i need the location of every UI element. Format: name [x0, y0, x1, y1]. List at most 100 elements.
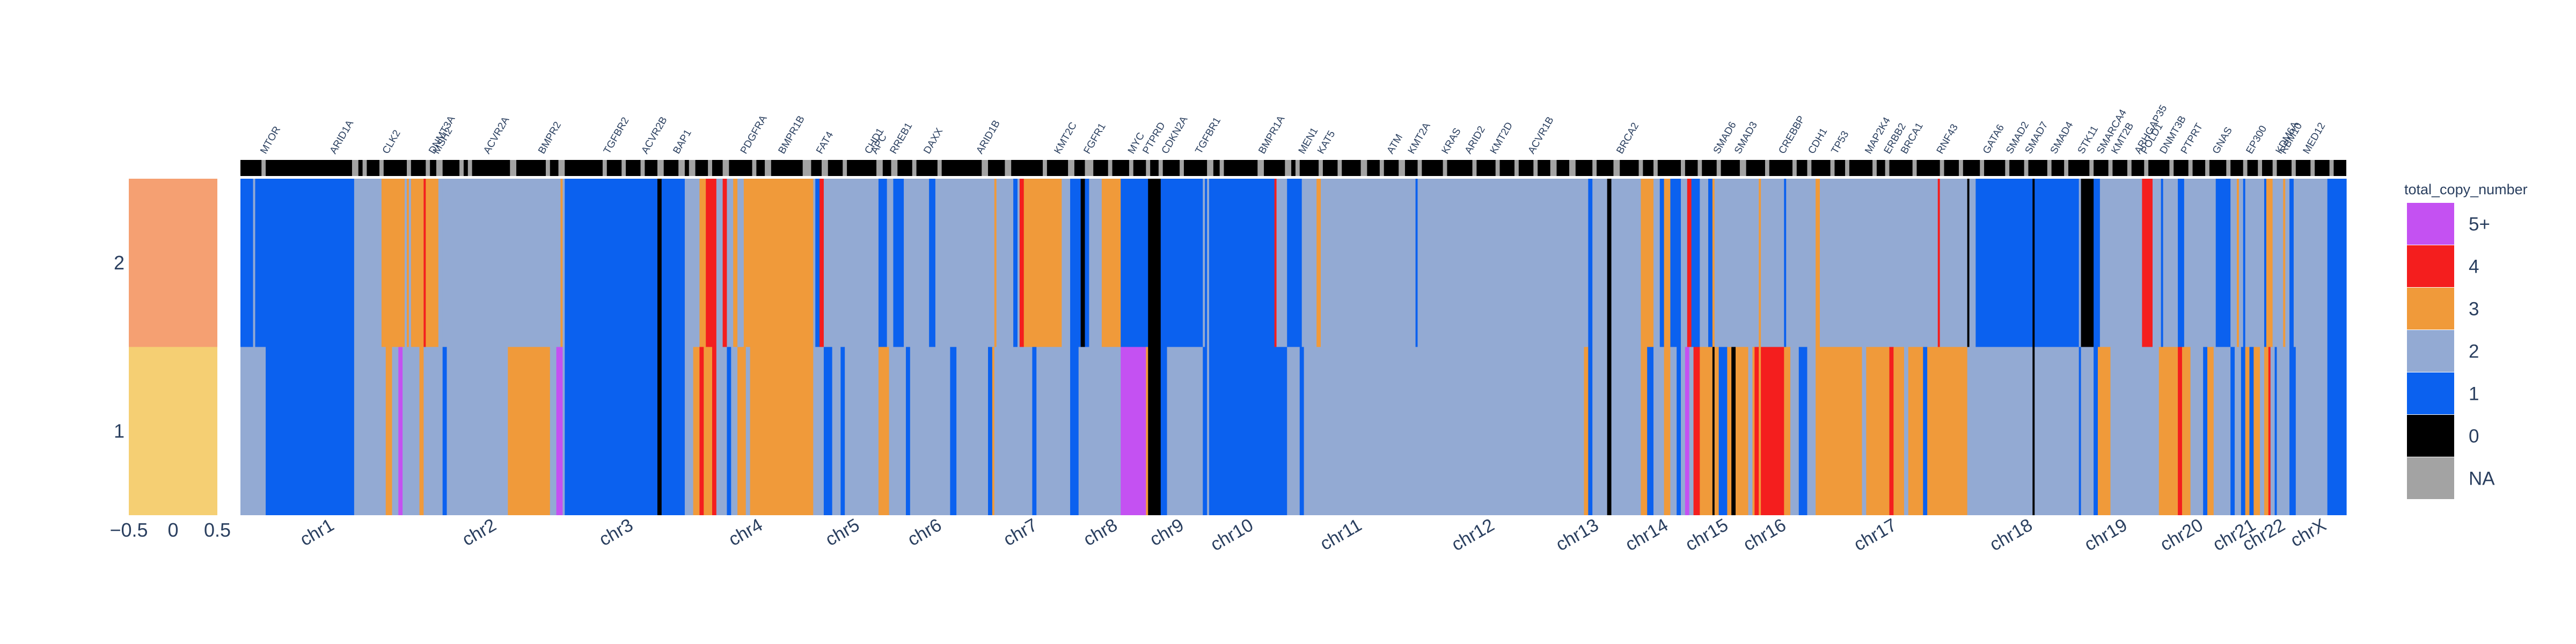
heatmap-cell — [2079, 347, 2082, 515]
heatmap-cell — [1923, 347, 1928, 515]
heatmap-cell — [1167, 347, 1203, 515]
heatmap-cell — [657, 347, 662, 515]
heatmap-cell — [699, 179, 706, 347]
annotation-bar-gap — [1613, 160, 1620, 176]
heatmap-cell — [1748, 347, 1753, 515]
heatmap-cell — [1078, 347, 1121, 515]
annotation-bar-gap — [1146, 160, 1151, 176]
heatmap-cell — [266, 347, 268, 515]
annotation-bar-gap — [1592, 160, 1597, 176]
heatmap-cell — [1121, 347, 1146, 515]
heatmap-cell — [1203, 347, 1208, 515]
gene-label: BMPR1B — [777, 114, 807, 156]
heatmap-cell — [405, 179, 407, 347]
annotation-bar-gap — [1417, 160, 1422, 176]
heatmap-cell — [2268, 347, 2271, 515]
heatmap-cell — [1687, 179, 1692, 347]
heatmap-cell — [1641, 347, 1648, 515]
gene-label: CLK2 — [380, 128, 403, 156]
heatmap-cell — [2182, 347, 2191, 515]
heatmap-cell — [950, 347, 957, 515]
annotation-bar-gap — [2064, 160, 2069, 176]
heatmap-cell — [408, 179, 412, 347]
heatmap-cell — [813, 347, 824, 515]
gene-label: ACVR2A — [481, 115, 511, 156]
legend-swatch — [2407, 415, 2454, 457]
heatmap-cell — [704, 347, 713, 515]
heatmap-cell — [1820, 347, 1863, 515]
heatmap-cell — [1893, 347, 1905, 515]
annotation-bar-gap — [1653, 160, 1658, 176]
chromosome-label: chr6 — [904, 515, 945, 550]
heatmap-cell — [1691, 179, 1700, 347]
annotation-bar-gap — [1807, 160, 1812, 176]
heatmap-cell — [2295, 347, 2328, 515]
heatmap-cell — [2235, 347, 2242, 515]
heatmap-cell — [356, 347, 386, 515]
heatmap-cell — [2032, 347, 2035, 515]
heatmap-cell — [706, 179, 717, 347]
heatmap-cell — [1685, 347, 1690, 515]
heatmap-cell — [1940, 179, 1968, 347]
heatmap-cell — [904, 179, 930, 347]
annotation-bar-gap — [1295, 160, 1300, 176]
heatmap-cell — [992, 347, 995, 515]
annotation-bar-gap — [558, 160, 565, 176]
chromosome-label: chr1 — [297, 515, 338, 550]
heatmap-cell — [1975, 179, 2033, 347]
chromosome-label: chr12 — [1448, 515, 1498, 555]
heatmap-cell — [1274, 179, 1277, 347]
annotation-bar-gap — [545, 160, 550, 176]
heatmap-cell — [889, 347, 906, 515]
heatmap-cell — [745, 347, 751, 515]
annotation-bar-gap — [1443, 160, 1447, 176]
heatmap-cell — [442, 347, 448, 515]
heatmap-cell — [661, 179, 685, 347]
heatmap-cell — [1700, 347, 1713, 515]
annotation-bar-gap — [1792, 160, 1797, 176]
heatmap-cell — [1693, 347, 1700, 515]
heatmap-cell — [2230, 347, 2235, 515]
gene-label: GNAS — [2211, 125, 2235, 156]
heatmap-cell — [1089, 179, 1102, 347]
heatmap-cell — [684, 347, 694, 515]
annotation-bar-gap — [1550, 160, 1557, 176]
annotation-bar-gap — [1337, 160, 1342, 176]
sample-strip-cell — [129, 179, 217, 347]
legend-title: total_copy_number — [2404, 181, 2528, 197]
heatmap-cell — [1316, 179, 1321, 347]
annotation-bar-gap — [982, 160, 989, 176]
heatmap-cell — [1816, 179, 1820, 347]
heatmap-cell — [508, 347, 551, 515]
annotation-bar-gap — [843, 160, 847, 176]
annotation-bar-gap — [689, 160, 696, 176]
annotation-bar-gap — [912, 160, 917, 176]
heatmap-cell — [1146, 347, 1148, 515]
heatmap-cell — [398, 347, 403, 515]
heatmap-cell — [1017, 179, 1020, 347]
heatmap-cell — [1908, 347, 1923, 515]
annotation-bar-gap — [708, 160, 712, 176]
heatmap-cell — [423, 179, 426, 347]
heatmap-cell — [661, 347, 685, 515]
annotation-bar-gap — [891, 160, 898, 176]
heatmap-cell — [2215, 179, 2231, 347]
heatmap-cell — [2327, 179, 2347, 347]
heatmap-cell — [2081, 179, 2094, 347]
heatmap-cell — [1862, 347, 1867, 515]
heatmap-cell — [2110, 347, 2160, 515]
heatmap-cell — [240, 347, 266, 515]
heatmap-cell — [1969, 179, 1976, 347]
heatmap-cell — [1611, 179, 1642, 347]
heatmap-cell — [2243, 179, 2246, 347]
legend-label: NA — [2469, 469, 2495, 489]
annotation-bar-gap — [1514, 160, 1519, 176]
annotation-bar-gap — [459, 160, 464, 176]
heatmap-cell — [693, 347, 700, 515]
annotation-bar-gap — [2243, 160, 2248, 176]
heatmap-cell — [1677, 347, 1681, 515]
heatmap-cell — [1664, 179, 1671, 347]
heatmap-cell — [988, 347, 993, 515]
heatmap-cell — [1415, 179, 1418, 347]
